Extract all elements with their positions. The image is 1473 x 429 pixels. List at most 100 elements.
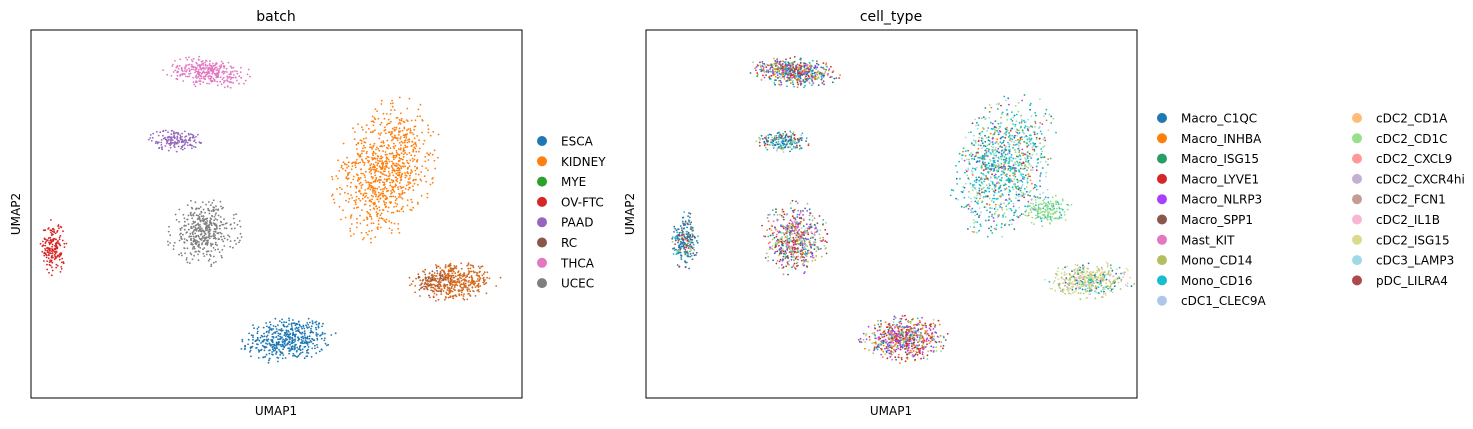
cell-type-point-macro_c1qc xyxy=(678,231,681,234)
batch-point-thca xyxy=(204,78,207,81)
batch-point-esca xyxy=(281,329,284,332)
cell-type-point-macro_c1qc xyxy=(678,251,680,254)
batch-point-esca xyxy=(330,334,333,336)
batch-point-overlay xyxy=(448,292,451,295)
cell-type-point-macro_inhba xyxy=(778,83,780,86)
batch-point-kidney xyxy=(417,173,420,176)
batch-point-ucec xyxy=(216,244,219,247)
cell-type-point-macro_lyve1 xyxy=(783,213,786,216)
batch-point-esca xyxy=(281,318,283,321)
batch-point-overlay xyxy=(471,264,473,267)
cell-type-point-cdc3_lamp3 xyxy=(1010,140,1013,143)
cell-type-point-cdc2_fcn1 xyxy=(812,82,814,84)
batch-point-kidney xyxy=(420,171,423,173)
batch-point-thca xyxy=(223,72,225,74)
batch-point-paad xyxy=(175,142,178,145)
batch-point-thca xyxy=(213,72,216,75)
cell-type-point-macro_spp1 xyxy=(691,258,694,261)
batch-point-thca xyxy=(217,69,220,72)
batch-point-kidney xyxy=(369,188,372,191)
batch-point-thca xyxy=(198,64,201,66)
batch-point-kidney xyxy=(376,110,378,112)
cell-type-point-macro_spp1 xyxy=(790,231,792,233)
cell-type-point-mono_cd16 xyxy=(1000,142,1003,145)
batch-point-thca xyxy=(196,71,199,74)
batch-point-overlay xyxy=(420,283,423,285)
batch-point-kidney xyxy=(369,213,371,216)
batch-point-esca xyxy=(272,345,274,348)
cell-type-point-cdc1_clec9a xyxy=(782,151,785,153)
batch-point-ucec xyxy=(185,258,188,261)
batch-point-thca xyxy=(207,69,209,71)
cell-type-point-macro_spp1 xyxy=(793,68,796,71)
batch-point-kidney xyxy=(408,181,411,184)
batch-point-esca xyxy=(257,338,259,341)
batch-point-kidney xyxy=(380,132,382,134)
batch-point-esca xyxy=(297,339,299,342)
batch-point-ucec xyxy=(201,219,204,222)
batch-point-ov-ftc xyxy=(57,225,59,228)
batch-point-esca xyxy=(271,333,274,336)
cell-type-point-macro_lyve1 xyxy=(691,247,694,250)
batch-point-ucec xyxy=(232,217,235,220)
cell-type-point-macro_nlrp3 xyxy=(776,74,779,76)
cell-type-point-macro_nlrp3 xyxy=(781,63,784,65)
batch-point-paad xyxy=(162,130,165,133)
cell-type-point-cdc2_cd1c xyxy=(809,63,812,65)
cell-type-point-mono_cd16 xyxy=(820,75,823,78)
batch-point-esca xyxy=(261,344,264,347)
batch-point-esca xyxy=(319,334,321,337)
cell-type-point-macro_nlrp3 xyxy=(804,232,806,234)
batch-point-thca xyxy=(213,67,216,70)
batch-point-kidney xyxy=(391,160,393,163)
cell-type-point-mono_cd14 xyxy=(777,62,780,65)
batch-point-kidney xyxy=(385,180,388,182)
batch-point-esca xyxy=(265,353,268,356)
batch-point-kidney xyxy=(415,150,418,153)
cell-type-point-cdc2_fcn1 xyxy=(766,63,769,66)
batch-point-ucec xyxy=(204,233,207,236)
batch-point-thca xyxy=(190,63,193,66)
batch-point-thca xyxy=(179,58,182,61)
batch-point-kidney xyxy=(390,165,393,168)
batch-point-kidney xyxy=(405,119,408,121)
batch-point-ucec xyxy=(221,256,223,259)
batch-point-kidney xyxy=(335,175,338,177)
cell-type-point-macro_isg15 xyxy=(1011,120,1014,122)
batch-point-esca xyxy=(311,337,313,340)
batch-point-overlay xyxy=(481,274,484,277)
cell-type-point-cdc2_fcn1 xyxy=(814,241,817,244)
batch-point-overlay xyxy=(409,284,411,287)
cell-type-point-mono_cd14 xyxy=(818,233,821,236)
cell-type-point-mast_kit xyxy=(785,239,788,242)
batch-point-kidney xyxy=(409,186,411,189)
batch-point-ucec xyxy=(192,214,195,217)
batch-point-ucec xyxy=(183,220,186,223)
batch-point-ov-ftc xyxy=(62,230,64,233)
batch-point-esca xyxy=(255,339,258,342)
batch-point-thca xyxy=(199,83,202,85)
batch-point-kidney xyxy=(387,206,390,209)
cell-type-point-macro_c1qc xyxy=(805,140,807,143)
batch-point-kidney xyxy=(381,173,384,175)
cell-type-point-cdc2_cd1c xyxy=(1048,113,1051,116)
batch-point-thca xyxy=(204,64,207,67)
batch-point-esca xyxy=(289,343,291,346)
batch-point-thca xyxy=(222,81,225,84)
cell-type-point-macro_lyve1 xyxy=(779,258,782,261)
batch-point-ucec xyxy=(191,217,194,220)
cell-type-point-mono_cd14 xyxy=(771,248,774,251)
batch-point-esca xyxy=(304,339,307,341)
cell-type-point-macro_c1qc xyxy=(955,197,957,200)
cell-type-point-macro_spp1 xyxy=(796,63,799,66)
batch-point-kidney xyxy=(392,162,395,165)
batch-point-ucec xyxy=(200,233,203,236)
batch-point-kidney xyxy=(382,170,385,173)
batch-point-thca xyxy=(205,66,208,69)
cell-type-point-mono_cd16 xyxy=(1014,175,1017,178)
batch-point-ucec xyxy=(218,251,221,254)
batch-point-kidney xyxy=(372,188,374,191)
cell-type-point-mono_cd14 xyxy=(1029,179,1032,182)
batch-point-overlay xyxy=(471,276,473,279)
